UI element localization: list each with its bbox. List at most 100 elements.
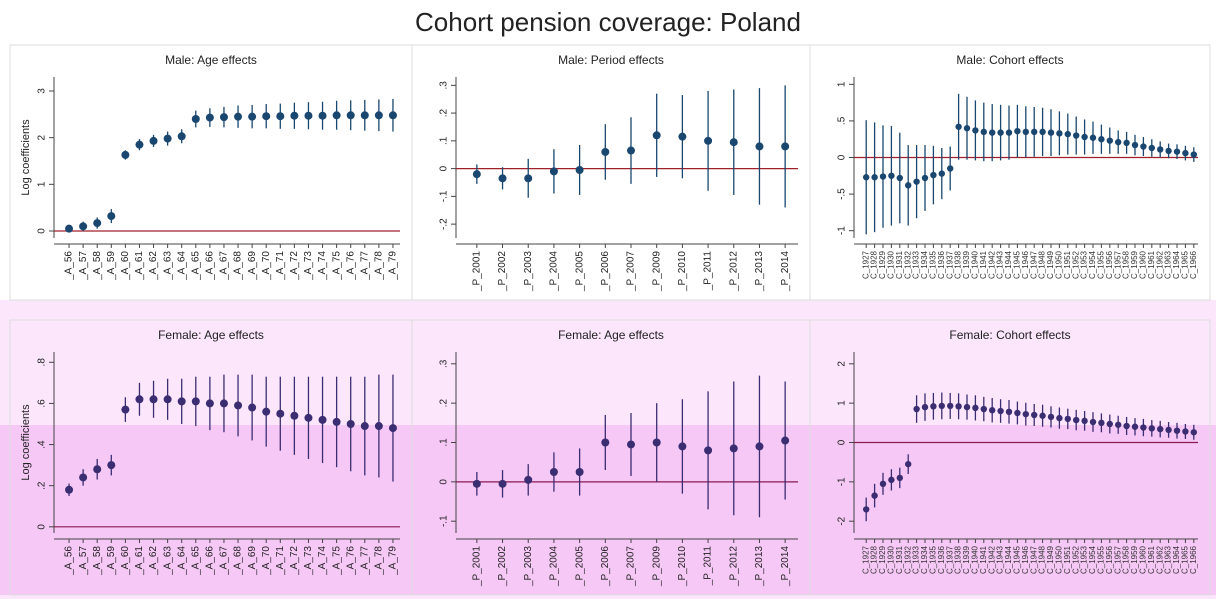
- x-tick-label: _A_61: [134, 546, 145, 576]
- x-tick-label: C_1938: [954, 545, 963, 574]
- figure-title: Cohort pension coverage: Poland: [415, 7, 801, 37]
- x-tick-label: _A_64: [176, 546, 187, 576]
- coef-marker: [346, 419, 355, 428]
- coef-marker: [1031, 128, 1038, 136]
- x-tick-label: _P_2007: [626, 251, 637, 292]
- x-tick-label: C_1942: [987, 545, 996, 574]
- x-tick-label: C_1946: [1021, 250, 1030, 279]
- x-tick-label: C_1948: [1038, 250, 1047, 279]
- x-tick-label: C_1965: [1181, 545, 1190, 574]
- coef-marker: [79, 473, 88, 482]
- y-tick-label: -.5: [837, 188, 848, 200]
- y-tick-label: 1: [37, 181, 48, 187]
- x-tick-label: C_1934: [920, 545, 929, 574]
- x-tick-label: C_1936: [937, 545, 946, 574]
- x-tick-label: _A_59: [106, 546, 117, 576]
- x-tick-label: C_1964: [1172, 545, 1181, 574]
- x-tick-label: C_1934: [920, 250, 929, 279]
- coef-marker: [248, 403, 257, 412]
- x-tick-label: _P_2010: [677, 251, 688, 292]
- x-tick-label: _A_60: [120, 546, 131, 576]
- coef-marker: [1123, 422, 1130, 430]
- x-tick-label: _P_2002: [497, 546, 508, 587]
- x-tick-label: C_1958: [1122, 545, 1131, 574]
- coef-marker: [1098, 419, 1105, 427]
- x-tick-label: C_1962: [1155, 545, 1164, 574]
- y-tick-label: 1: [837, 81, 848, 87]
- coef-marker: [1157, 425, 1164, 433]
- x-tick-label: _A_66: [205, 251, 216, 281]
- coef-marker: [678, 442, 687, 451]
- coef-marker: [1081, 133, 1088, 141]
- x-tick-label: C_1956: [1105, 250, 1114, 279]
- coef-marker: [1140, 424, 1147, 431]
- coef-marker: [318, 415, 327, 424]
- panel-frame: [9, 44, 413, 301]
- coef-marker: [107, 212, 116, 221]
- x-tick-label: _A_59: [106, 251, 117, 281]
- coef-marker: [871, 492, 878, 499]
- x-tick-label: C_1943: [996, 250, 1005, 279]
- coef-marker: [1148, 144, 1156, 152]
- x-tick-label: C_1958: [1122, 250, 1131, 279]
- coef-marker: [1047, 413, 1055, 421]
- coef-marker: [1098, 136, 1105, 143]
- y-axis-label: Log coefficients: [20, 119, 32, 196]
- x-tick-label: C_1962: [1155, 250, 1164, 279]
- coef-marker: [93, 465, 102, 474]
- coef-marker: [472, 170, 481, 179]
- x-tick-label: C_1953: [1080, 545, 1089, 574]
- coef-marker: [938, 402, 945, 410]
- y-tick-label: .3: [439, 81, 450, 90]
- x-tick-label: C_1931: [895, 545, 904, 574]
- panel-title: Female: Cohort effects: [949, 328, 1070, 342]
- coef-marker: [177, 132, 186, 141]
- x-tick-label: C_1939: [962, 545, 971, 574]
- x-tick-label: C_1960: [1139, 545, 1148, 574]
- x-tick-label: _A_77: [359, 251, 370, 281]
- x-tick-label: C_1964: [1172, 250, 1181, 279]
- x-tick-label: C_1929: [878, 545, 887, 574]
- coef-marker: [498, 479, 507, 488]
- x-tick-label: _A_68: [233, 251, 244, 281]
- x-tick-label: C_1932: [903, 545, 912, 574]
- x-tick-label: _A_76: [345, 546, 356, 576]
- x-tick-label: _P_2014: [780, 546, 791, 587]
- coef-marker: [135, 140, 144, 149]
- x-tick-label: C_1929: [878, 250, 887, 279]
- y-tick-label: -1: [837, 477, 848, 486]
- coef-marker: [627, 440, 635, 449]
- x-tick-label: _P_2012: [728, 251, 739, 292]
- panel-title: Male: Cohort effects: [956, 53, 1063, 67]
- coef-marker: [1123, 139, 1130, 147]
- x-tick-label: _A_68: [233, 546, 244, 576]
- x-tick-label: C_1963: [1164, 250, 1173, 279]
- x-tick-label: _A_72: [289, 546, 300, 576]
- coef-marker: [1131, 141, 1139, 149]
- x-tick-label: _A_64: [176, 251, 187, 281]
- x-tick-label: C_1935: [929, 545, 938, 574]
- y-tick-label: -2: [837, 516, 848, 525]
- coef-marker: [290, 411, 299, 420]
- coef-marker: [947, 165, 954, 172]
- y-tick-label: -.1: [439, 515, 450, 527]
- coef-marker: [980, 128, 987, 136]
- coef-marker: [205, 113, 214, 122]
- coef-marker: [963, 125, 971, 132]
- y-tick-label: 0: [439, 165, 450, 171]
- coef-marker: [121, 150, 130, 159]
- coef-marker: [332, 417, 341, 426]
- coef-marker: [163, 395, 172, 404]
- x-tick-label: _P_2011: [703, 251, 714, 292]
- coef-marker: [1131, 423, 1139, 430]
- coef-marker: [575, 468, 584, 477]
- x-tick-label: _A_71: [275, 251, 286, 281]
- x-tick-label: _A_71: [275, 546, 286, 576]
- x-tick-label: _P_2006: [600, 546, 611, 587]
- x-tick-label: _P_2005: [574, 546, 585, 587]
- coef-marker: [652, 438, 661, 447]
- coef-marker: [248, 112, 257, 121]
- x-tick-label: _A_72: [289, 251, 300, 281]
- x-tick-label: _A_67: [219, 546, 230, 576]
- y-tick-label: .2: [37, 481, 48, 490]
